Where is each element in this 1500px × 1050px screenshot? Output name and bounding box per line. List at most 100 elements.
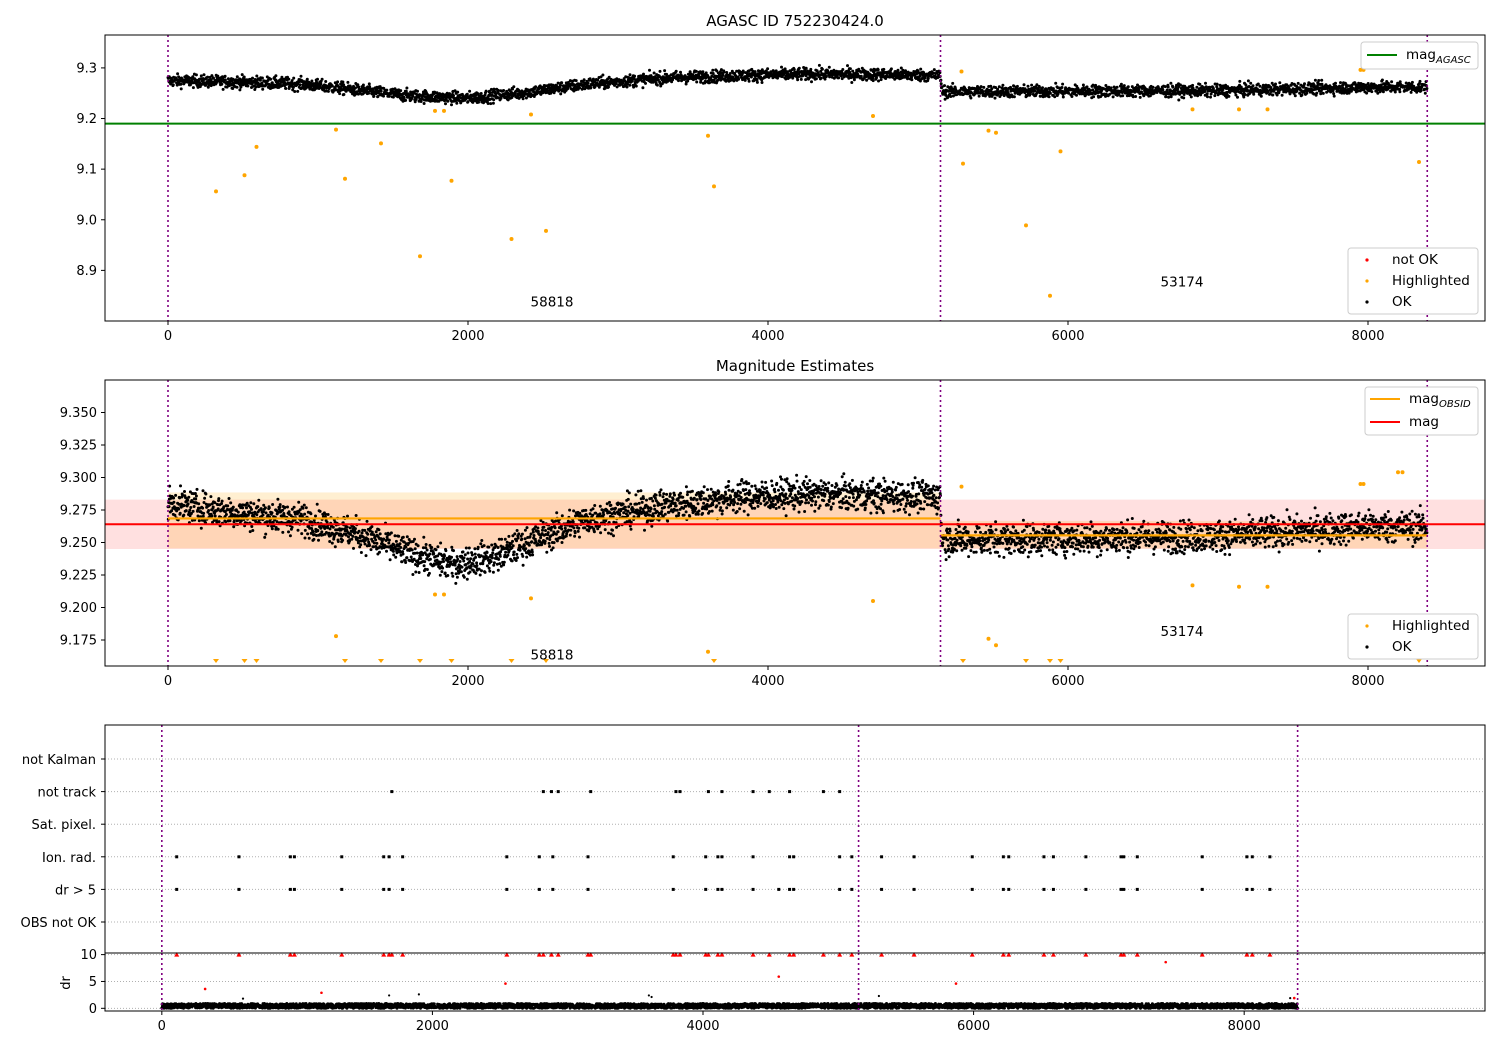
magnitude-legend-bottom-box	[1347, 613, 1479, 660]
magnitude-panel-ticks: 0 2000 4000 6000 8000 9.175 9.200 9.225 9.250 9.2…	[60, 406, 1385, 689]
magnitude-legend-top[interactable]: magOBSID mag	[1364, 386, 1479, 436]
flag-point	[1200, 887, 1204, 891]
below-range-marker	[253, 659, 260, 663]
flag-point	[716, 887, 720, 891]
flag-point	[537, 855, 541, 859]
flag-point	[1200, 855, 1204, 859]
dr-ok-outlier-point	[417, 993, 420, 996]
dr-capped-marker	[911, 952, 917, 957]
flag-point	[387, 887, 391, 891]
agasc-panel-frame	[104, 34, 1486, 322]
dr-capped-marker	[588, 952, 594, 957]
flag-point	[1245, 855, 1249, 859]
flag-point	[912, 887, 916, 891]
agasc-legend-bottom[interactable]: not OK Highlighted OK	[1347, 247, 1479, 315]
dr-capped-marker	[719, 952, 725, 957]
dr-ok-outlier-point	[647, 994, 650, 997]
highlighted-point	[449, 178, 454, 183]
below-range-marker	[1057, 659, 1064, 663]
highlighted-point	[706, 649, 710, 654]
dr-capped-marker	[969, 952, 975, 957]
below-range-marker	[960, 659, 966, 663]
dr-x-tick-label: 4000	[686, 1019, 719, 1034]
below-range-marker	[342, 659, 348, 663]
dr-capped-marker	[1050, 952, 1056, 957]
flag-point	[1268, 855, 1272, 859]
agasc-legend-top[interactable]: magAGASC	[1360, 41, 1479, 70]
agasc-legend-bottom-box	[1347, 247, 1479, 315]
dr-not-ok-point	[504, 982, 507, 985]
obsid-label: 58818	[531, 648, 574, 664]
flags-panel-ticks: not Kalman not track Sat. pixel. Ion. rad. d…	[21, 753, 105, 931]
flag-point	[880, 855, 884, 859]
ok-legend-swatch	[1365, 300, 1369, 304]
flag-point	[390, 790, 394, 794]
flag-point	[382, 887, 386, 891]
flag-label: dr > 5	[55, 883, 96, 898]
flag-point	[505, 887, 509, 891]
obsid-label: 58818	[531, 294, 574, 310]
flag-point	[1122, 887, 1126, 891]
flag-point	[720, 855, 724, 859]
below-range-marker	[1047, 659, 1053, 663]
flag-point	[704, 855, 708, 859]
magnitude-y-tick-label: 9.275	[60, 504, 97, 519]
dr-capped-marker	[1249, 952, 1255, 957]
flag-point	[551, 887, 555, 891]
flag-point	[340, 887, 344, 891]
flag-point	[716, 855, 720, 859]
magnitude-x-tick-label: 6000	[1051, 674, 1084, 689]
dr-x-tick-label: 8000	[1228, 1019, 1261, 1034]
flag-point	[1051, 887, 1055, 891]
below-range-marker	[1416, 659, 1422, 663]
dr-capped-marker	[291, 952, 297, 957]
mag-legend-label: mag	[1409, 414, 1439, 430]
flag-point	[1042, 855, 1046, 859]
flag-point	[1119, 887, 1123, 891]
flag-point	[671, 887, 675, 891]
agasc-y-tick-label: 9.1	[76, 163, 97, 178]
flag-point	[792, 887, 796, 891]
highlighted-point	[433, 592, 437, 597]
highlighted-point	[379, 141, 383, 146]
flag-point	[288, 855, 292, 859]
highlighted-point	[509, 236, 514, 241]
highlighted-point	[544, 228, 548, 233]
dr-capped-marker	[705, 952, 711, 957]
dr-capped-marker	[381, 952, 387, 957]
dr-y-tick-label: 10	[80, 948, 97, 963]
flag-point	[387, 855, 391, 859]
magnitude-x-tick-label: 2000	[451, 674, 484, 689]
magnitude-estimates-panel: 58818 53174 0 2000 4000 6000 8000 9.175 9.200 9.…	[60, 357, 1486, 689]
flag-point	[1042, 887, 1046, 891]
magnitude-y-tick-label: 9.300	[60, 471, 97, 486]
agasc-y-tick-label: 9.2	[76, 112, 97, 127]
flag-point	[751, 887, 755, 891]
dr-panel-ticks: 0 2000 4000 6000 8000 0 5 10	[80, 948, 1260, 1034]
below-range-marker	[448, 659, 455, 663]
below-range-marker	[508, 659, 515, 663]
dr-capped-marker	[750, 952, 756, 957]
flag-point	[970, 887, 974, 891]
agasc-y-tick-label: 8.9	[76, 264, 97, 279]
magnitude-y-tick-label: 9.325	[60, 439, 97, 454]
highlighted-point	[959, 69, 964, 74]
flag-point	[970, 855, 974, 859]
agasc-panel-data: 58818 53174	[105, 35, 1485, 321]
dr-capped-marker	[787, 952, 793, 957]
flag-point	[175, 855, 179, 859]
magnitude-legend-bottom[interactable]: Highlighted OK	[1347, 613, 1479, 660]
dr-capped-marker	[400, 952, 406, 957]
flag-point	[1084, 855, 1088, 859]
flag-point	[1250, 887, 1254, 891]
ok-legend-label: OK	[1392, 639, 1413, 655]
highlighted-point	[529, 596, 533, 601]
dr-capped-marker	[174, 952, 180, 957]
dr-capped-marker	[540, 952, 546, 957]
agasc-y-tick-label: 9.3	[76, 61, 97, 76]
flag-point	[850, 855, 854, 859]
agasc-y-tick-label: 9.0	[76, 213, 97, 228]
dr-capped-marker	[1199, 952, 1205, 957]
highlighted-point	[959, 484, 964, 489]
flag-point	[704, 887, 708, 891]
